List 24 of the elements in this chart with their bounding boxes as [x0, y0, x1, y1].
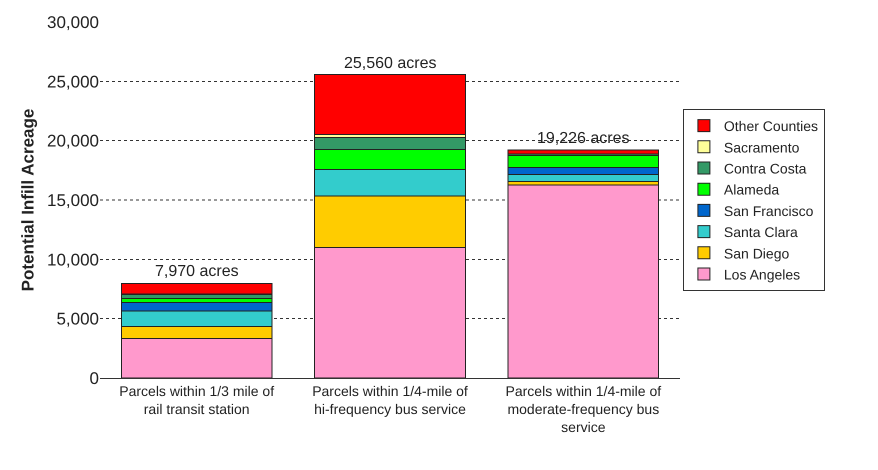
y-tick-label: 0: [90, 368, 99, 388]
bar: [314, 74, 466, 136]
legend-label: Other Counties: [724, 118, 818, 134]
legend-label: San Diego: [724, 245, 790, 262]
x-tick-label: Parcels within 1/4-mile of moderate-frequency bus service: [506, 382, 662, 436]
total-label: 25,560 acres: [344, 55, 437, 72]
legend-label: Los Angeles: [724, 266, 800, 282]
y-axis-title: Potential Infill Acreage: [18, 108, 38, 292]
legend-label: San Francisco: [724, 202, 814, 219]
y-tick-label: 15,000: [47, 190, 99, 210]
bar: [507, 184, 660, 378]
x-tick-label: Parcels within 1/4-mile of hi-frequency bus service: [312, 382, 468, 417]
legend-label: Sacramento: [724, 139, 800, 156]
total-label: 19,226 acres: [537, 130, 630, 147]
total-label: 7,970 acres: [155, 263, 239, 280]
y-tick-label: 30,000: [47, 12, 99, 32]
legend-label: Contra Costa: [724, 160, 807, 176]
y-tick-label: 25,000: [47, 72, 99, 92]
x-tick-label: Parcels within 1/3 mile of rail transit station: [119, 382, 274, 417]
legend-label: Alameda: [724, 182, 780, 198]
legend-label: Santa Clara: [724, 224, 798, 240]
y-tick-label: 10,000: [47, 250, 99, 270]
y-tick-label: 5,000: [56, 310, 99, 329]
y-tick-label: 20,000: [47, 132, 99, 151]
